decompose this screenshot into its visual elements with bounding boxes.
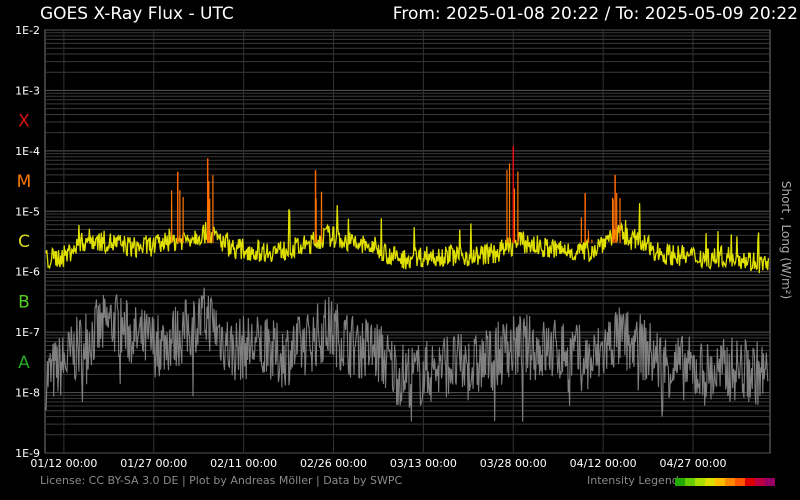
intensity-legend-bar <box>675 478 775 486</box>
legend-swatch-6 <box>735 478 745 486</box>
legend-swatch-1 <box>685 478 695 486</box>
x-tick-label: 04/12 00:00 <box>570 457 637 470</box>
y-tick-label: 1E-2 <box>15 24 40 37</box>
x-tick-label: 04/27 00:00 <box>660 457 727 470</box>
y-tick-label: 1E-8 <box>15 387 40 400</box>
legend-swatch-8 <box>755 478 765 486</box>
class-label-C: C <box>18 232 30 252</box>
y-tick-label: 1E-3 <box>15 84 40 97</box>
legend-swatch-4 <box>715 478 725 486</box>
y-tick-label: 1E-6 <box>15 266 40 279</box>
license-footer: License: CC BY-SA 3.0 DE | Plot by Andre… <box>40 474 403 487</box>
y-tick-label: 1E-9 <box>15 447 40 460</box>
y-tick-label: 1E-4 <box>15 145 40 158</box>
time-range: From: 2025-01-08 20:22 / To: 2025-05-09 … <box>392 4 798 24</box>
legend-swatch-0 <box>675 478 685 486</box>
class-label-X: X <box>18 111 30 131</box>
x-tick-label: 02/11 00:00 <box>210 457 277 470</box>
class-label-M: M <box>17 172 32 192</box>
y-axis-label: Short , Long (W/m²) <box>779 181 793 299</box>
class-label-A: A <box>18 353 30 373</box>
y-tick-label: 1E-5 <box>15 205 40 218</box>
y-tick-label: 1E-7 <box>15 326 40 339</box>
x-tick-label: 03/28 00:00 <box>480 457 547 470</box>
flux-series-0 <box>45 203 770 274</box>
legend-swatch-5 <box>725 478 735 486</box>
chart-title: GOES X-Ray Flux - UTC <box>40 4 234 24</box>
x-tick-label: 02/26 00:00 <box>300 457 367 470</box>
legend-swatch-3 <box>705 478 715 486</box>
x-tick-label: 01/27 00:00 <box>120 457 187 470</box>
class-label-B: B <box>18 293 30 313</box>
x-tick-label: 03/13 00:00 <box>390 457 457 470</box>
flux-series-1 <box>45 287 769 422</box>
intensity-legend-label: Intensity Legend <box>587 474 679 487</box>
x-tick-label: 01/12 00:00 <box>30 457 97 470</box>
legend-swatch-2 <box>695 478 705 486</box>
xray-flux-chart: 1E-9 1E-8 1E-7 1E-6 1E-5 1E-4 1E-3 1E-2 01/12 00… <box>15 24 793 470</box>
legend-swatch-9 <box>765 478 775 486</box>
legend-swatch-7 <box>745 478 755 486</box>
